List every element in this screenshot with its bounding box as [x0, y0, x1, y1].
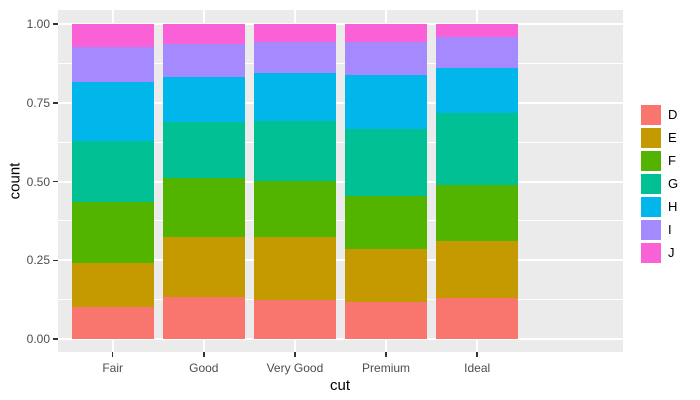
legend-key-G — [641, 174, 661, 194]
bar-segment-E — [436, 240, 519, 298]
bar-segment-E — [253, 237, 336, 300]
plot-panel — [58, 10, 623, 352]
bar-good — [162, 24, 245, 339]
major-gridline — [58, 338, 623, 340]
bar-very-good — [253, 24, 336, 339]
bar-segment-F — [162, 178, 245, 237]
bar-segment-F — [345, 195, 428, 250]
legend-entry-E: E — [641, 128, 678, 148]
bar-segment-G — [436, 113, 519, 185]
bar-segment-D — [436, 297, 519, 339]
bar-segment-G — [345, 129, 428, 196]
bar-segment-G — [71, 140, 154, 203]
y-tick-label: 0.75 — [26, 95, 50, 110]
bar-segment-G — [253, 120, 336, 181]
legend-label: I — [668, 222, 672, 237]
bar-segment-J — [162, 24, 245, 44]
x-tick-mark — [385, 352, 387, 357]
bar-segment-F — [436, 184, 519, 241]
y-tick-label: 1.00 — [26, 17, 50, 31]
y-tick-mark — [53, 259, 58, 261]
legend-key-F — [641, 151, 661, 171]
major-gridline — [58, 101, 623, 104]
bar-segment-G — [162, 122, 245, 179]
bar-segment-J — [345, 24, 428, 43]
y-tick-mark — [53, 338, 58, 340]
y-tick-mark — [53, 23, 58, 25]
bar-segment-E — [345, 249, 428, 303]
legend-label: D — [668, 107, 678, 122]
bar-segment-I — [345, 42, 428, 76]
bar-fair — [71, 24, 154, 339]
legend-key-E — [641, 128, 661, 148]
legend-key-J — [641, 243, 661, 263]
legend-label: H — [668, 199, 678, 214]
y-axis-title: count — [6, 162, 24, 200]
minor-gridline — [58, 220, 623, 222]
bar-ideal — [436, 24, 519, 339]
bar-segment-E — [162, 236, 245, 297]
minor-gridline — [58, 62, 623, 64]
bar-segment-H — [436, 67, 519, 114]
legend-label: F — [668, 153, 676, 168]
bar-segment-D — [162, 296, 245, 339]
y-tick-mark — [53, 102, 58, 104]
bar-segment-D — [253, 299, 336, 339]
legend-label: J — [668, 245, 675, 260]
legend-key-I — [641, 220, 661, 240]
legend-entry-H: H — [641, 197, 678, 217]
y-tick-label: 0.25 — [26, 253, 50, 268]
x-tick-mark — [203, 352, 205, 357]
legend-key-D — [641, 105, 661, 125]
legend-entry-G: G — [641, 174, 678, 194]
bar-segment-H — [253, 73, 336, 121]
y-tick-label: 0.50 — [26, 174, 50, 189]
bar-segment-H — [162, 77, 245, 123]
minor-gridline — [58, 141, 623, 143]
x-tick-mark — [476, 352, 478, 357]
bar-segment-J — [253, 24, 336, 42]
y-tick-mark — [53, 180, 58, 183]
bar-segment-H — [71, 81, 154, 141]
bar-segment-I — [436, 37, 519, 68]
bar-segment-D — [71, 307, 154, 339]
legend-entry-J: J — [641, 243, 678, 263]
legend-key-H — [641, 197, 661, 217]
x-axis-title: cut — [329, 377, 350, 394]
bar-segment-I — [71, 47, 154, 82]
x-tick-label: Good — [189, 361, 219, 375]
x-tick-mark — [111, 352, 114, 357]
bar-segment-F — [253, 180, 336, 237]
bar-segment-H — [345, 75, 428, 129]
legend-entry-D: D — [641, 105, 678, 125]
bar-segment-F — [71, 202, 154, 264]
major-gridline — [58, 23, 623, 25]
x-tick-label: Premium — [362, 361, 411, 375]
legend-label: E — [668, 130, 677, 145]
legend-entry-I: I — [641, 220, 678, 240]
bar-segment-E — [71, 263, 154, 308]
bar-segment-D — [345, 302, 428, 339]
legend-entry-F: F — [641, 151, 678, 171]
bar-segment-I — [253, 41, 336, 74]
minor-gridline — [58, 299, 623, 301]
major-gridline — [58, 180, 623, 183]
x-tick-label: Very Good — [266, 361, 324, 375]
major-gridline — [58, 259, 623, 262]
bar-segment-I — [162, 43, 245, 78]
bar-premium — [345, 24, 428, 339]
legend-label: G — [668, 176, 679, 191]
x-tick-mark — [294, 352, 296, 357]
x-tick-label: Ideal — [464, 361, 491, 375]
y-tick-label: 0.00 — [26, 332, 50, 346]
bar-segment-J — [71, 24, 154, 48]
x-tick-label: Fair — [102, 361, 123, 375]
bar-segment-J — [436, 24, 519, 38]
